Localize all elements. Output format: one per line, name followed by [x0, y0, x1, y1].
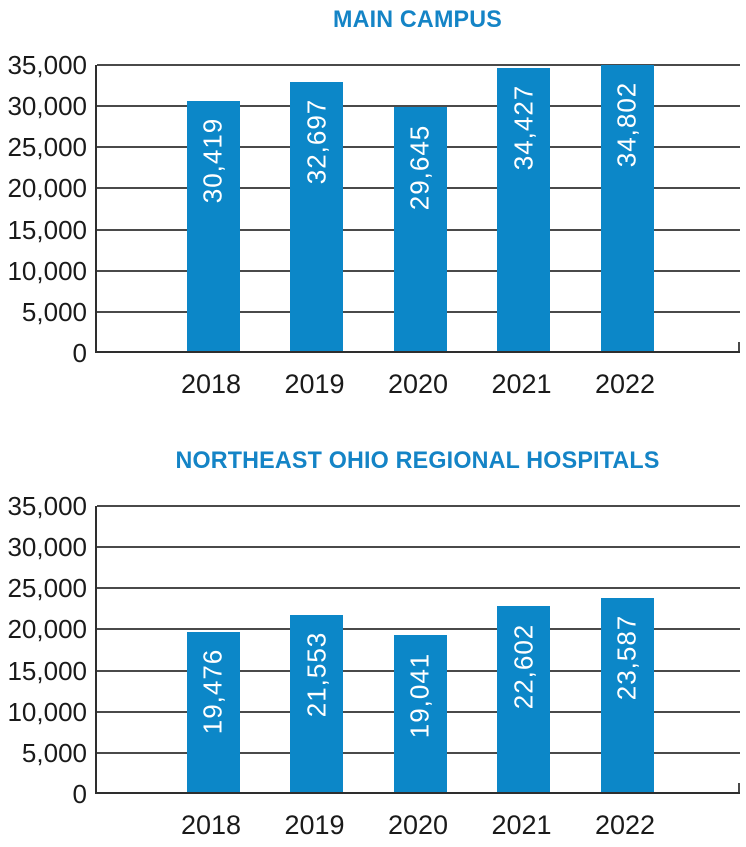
y-tick-label-15,000: 15,000 — [7, 214, 87, 245]
y-tick-label-10,000: 10,000 — [7, 696, 87, 727]
y-tick-label-35,000: 35,000 — [7, 491, 87, 521]
bar-value-label-box: 32,697 — [290, 82, 343, 202]
y-tick-label-0: 0 — [72, 779, 87, 809]
bar-value-label-box: 30,419 — [187, 101, 240, 221]
bar-2019: 32,697 — [290, 81, 343, 351]
bar-value-label: 34,427 — [508, 84, 538, 171]
bar-value-label: 21,553 — [301, 631, 331, 718]
bar-value-label: 32,697 — [301, 99, 331, 185]
gridline-10,000 — [97, 269, 740, 272]
x-tick-label-2020: 2020 — [387, 369, 449, 399]
gridline-30,000 — [97, 105, 740, 108]
y-tick-label-25,000: 25,000 — [7, 573, 87, 604]
x-tick-label-2022: 2022 — [594, 810, 656, 840]
bar-value-label-box: 34,427 — [497, 68, 550, 188]
gridline-10,000 — [97, 710, 740, 713]
bar-2022: 34,802 — [600, 64, 654, 351]
x-tick-label-2021: 2021 — [491, 369, 552, 399]
x-tick-label-2019: 2019 — [284, 369, 345, 399]
gridline-15,000 — [97, 228, 740, 231]
bar-value-label: 34,802 — [611, 81, 642, 168]
bar-value-label-box: 19,476 — [187, 632, 240, 752]
bar-2021: 34,427 — [497, 67, 550, 351]
bar-value-label-box: 19,041 — [394, 635, 447, 755]
y-tick-label-5,000: 5,000 — [21, 296, 87, 327]
x-tick-label-2022: 2022 — [594, 369, 656, 399]
bar-2019: 21,553 — [290, 614, 343, 792]
bar-2021: 22,602 — [497, 606, 550, 792]
y-tick-label-20,000: 20,000 — [7, 614, 87, 645]
bar-2018: 19,476 — [186, 631, 240, 792]
bar-2020: 29,645 — [393, 107, 447, 351]
bar-2022: 23,587 — [600, 597, 654, 792]
plot-area-main-campus: 30,419 32,697 29,645 34,427 34,802 — [95, 64, 740, 353]
bar-value-label-box: 29,645 — [394, 107, 447, 227]
bar-value-label-box: 21,553 — [290, 615, 343, 735]
bar-value-label-box: 22,602 — [497, 606, 550, 726]
chart-title-northeast-ohio-regional-hospitals: NORTHEAST OHIO REGIONAL HOSPITALS — [175, 447, 660, 474]
x-tick-label-2019: 2019 — [284, 810, 345, 840]
y-tick-label-30,000: 30,000 — [7, 91, 87, 122]
chart-title-main-campus: MAIN CAMPUS — [333, 6, 502, 33]
bar-value-label: 19,476 — [197, 648, 228, 735]
bar-value-label-box: 23,587 — [601, 598, 654, 718]
y-tick-label-30,000: 30,000 — [7, 532, 87, 563]
bar-2018: 30,419 — [186, 100, 240, 351]
y-tick-label-20,000: 20,000 — [7, 173, 87, 204]
bar-value-label-box: 34,802 — [601, 65, 654, 185]
bar-value-label: 19,041 — [404, 652, 435, 739]
plot-area-regional-hospitals: 19,476 21,553 19,041 22,602 23,587 — [95, 505, 740, 794]
x-tick-label-2018: 2018 — [180, 810, 242, 840]
gridline-5,000 — [97, 751, 740, 754]
gridline-15,000 — [97, 669, 740, 672]
bar-value-label: 22,602 — [508, 623, 538, 709]
y-tick-label-5,000: 5,000 — [21, 737, 87, 768]
y-tick-label-10,000: 10,000 — [7, 255, 87, 286]
bar-value-label: 30,419 — [197, 117, 228, 204]
gridline-5,000 — [97, 310, 740, 313]
y-tick-label-15,000: 15,000 — [7, 655, 87, 686]
gridline-25,000 — [97, 587, 740, 590]
y-tick-label-0: 0 — [72, 338, 87, 368]
gridline-20,000 — [97, 628, 740, 631]
gridline-20,000 — [97, 187, 740, 190]
x-tick-label-2018: 2018 — [180, 369, 242, 399]
bar-value-label: 29,645 — [404, 124, 435, 210]
y-tick-label-35,000: 35,000 — [7, 50, 87, 80]
x-tick-label-2020: 2020 — [387, 810, 449, 840]
gridline-30,000 — [97, 546, 740, 549]
gridline-35,000 — [97, 505, 740, 507]
bar-value-label: 23,587 — [611, 615, 642, 701]
y-tick-label-25,000: 25,000 — [7, 132, 87, 163]
bar-2020: 19,041 — [393, 635, 447, 792]
gridline-35,000 — [97, 64, 740, 66]
x-tick-label-2021: 2021 — [491, 810, 552, 840]
gridline-25,000 — [97, 146, 740, 149]
